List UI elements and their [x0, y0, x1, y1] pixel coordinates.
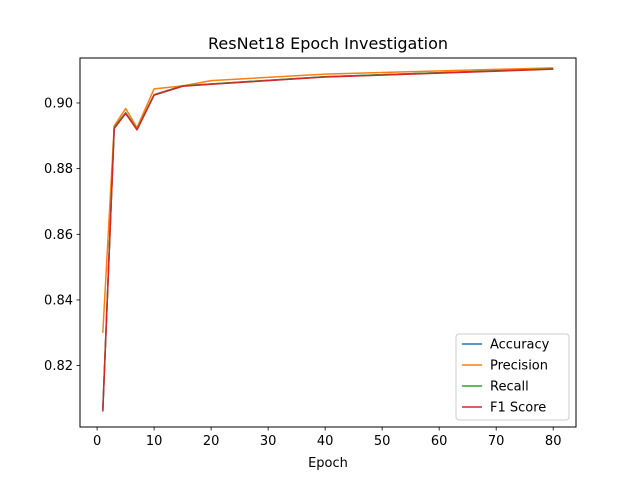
- legend-box: [455, 333, 570, 421]
- y-axis-ticks: 0.82 0.84 0.86 0.88 0.90: [44, 96, 80, 374]
- x-tick-label: 60: [431, 434, 448, 449]
- series-line-precision: [102, 67, 554, 333]
- x-axis-ticks: 0 10 20 30 40 50 60 70 80: [93, 427, 562, 449]
- y-tick-label: 0.88: [44, 162, 73, 177]
- plot-lines: [102, 67, 554, 412]
- x-tick-label: 20: [203, 434, 220, 449]
- x-tick-label: 30: [260, 434, 277, 449]
- x-tick-label: 70: [488, 434, 505, 449]
- legend: Accuracy Precision Recall F1 Score: [455, 333, 570, 421]
- y-tick-label: 0.82: [44, 359, 73, 374]
- legend-label: Precision: [490, 359, 548, 374]
- x-tick-label: 10: [146, 434, 163, 449]
- plot-frame: [79, 57, 577, 428]
- series-line-f1-score: [102, 68, 554, 412]
- y-tick-label: 0.84: [44, 293, 73, 308]
- chart-title: ResNet18 Epoch Investigation: [208, 34, 448, 53]
- x-tick-label: 50: [374, 434, 391, 449]
- x-axis-label: Epoch: [308, 456, 348, 471]
- y-tick-label: 0.86: [44, 228, 73, 243]
- legend-label: F1 Score: [490, 401, 546, 416]
- x-tick-label: 40: [317, 434, 334, 449]
- legend-label: Accuracy: [490, 338, 550, 353]
- legend-label: Recall: [490, 380, 529, 395]
- y-tick-label: 0.90: [44, 96, 73, 111]
- x-tick-label: 0: [93, 434, 101, 449]
- x-tick-label: 80: [545, 434, 562, 449]
